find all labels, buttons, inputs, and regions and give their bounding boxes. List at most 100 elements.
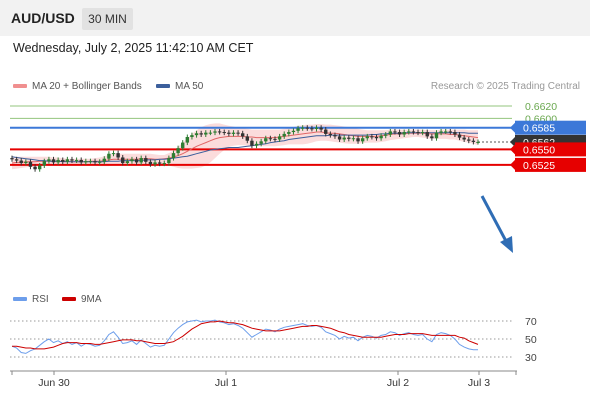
candle-body xyxy=(185,137,190,143)
candle-body xyxy=(434,132,439,139)
level-label-target: 0.6620 xyxy=(525,101,557,113)
level-tag-pointer xyxy=(510,144,515,155)
candle-body xyxy=(56,159,60,163)
candle-body xyxy=(453,132,457,135)
candle-body xyxy=(360,138,365,142)
candle-body xyxy=(130,159,134,162)
candle-body xyxy=(342,137,346,140)
candle-body xyxy=(139,158,143,163)
candle-body xyxy=(51,159,56,163)
candle-body xyxy=(157,162,162,164)
level-label-support: 0.6525 xyxy=(523,160,555,172)
level-label-pivot: 0.6550 xyxy=(523,144,555,156)
candle-body xyxy=(19,160,23,164)
candle-body xyxy=(351,138,356,140)
candle-body xyxy=(88,161,93,163)
candle-body xyxy=(236,132,240,134)
level-tag-pointer xyxy=(510,136,515,147)
candle-body xyxy=(190,135,194,137)
ma50-swatch xyxy=(156,84,170,89)
candle-body xyxy=(264,138,268,142)
candle-body xyxy=(194,133,199,136)
candle-body xyxy=(47,159,51,162)
candle-body xyxy=(65,159,70,162)
candle-body xyxy=(370,136,374,138)
candle-body xyxy=(144,158,148,162)
candle-body xyxy=(240,133,245,137)
candle-body xyxy=(374,137,379,139)
level-tag-pivot xyxy=(515,142,586,157)
candle-body xyxy=(176,148,180,154)
candle-body xyxy=(181,142,185,149)
candle-body xyxy=(439,131,443,133)
candle-body xyxy=(425,132,429,137)
candle-body xyxy=(213,131,217,133)
ma9-legend-label: 9MA xyxy=(81,294,102,305)
candle-body xyxy=(397,132,402,135)
candle-body xyxy=(287,132,291,134)
chart-header: AUD/USD 30 MIN xyxy=(0,0,590,36)
x-tick-label: Jul 1 xyxy=(215,377,237,389)
ma50-legend-label: MA 50 xyxy=(175,81,204,92)
legend-9ma: 9MA xyxy=(62,294,102,305)
candle-body xyxy=(162,163,166,165)
candle-body xyxy=(467,139,471,141)
rsi-swatch xyxy=(13,297,27,302)
candle-body xyxy=(305,127,309,129)
candle-body xyxy=(61,159,65,162)
candle-body xyxy=(231,132,236,134)
candle-body xyxy=(388,131,393,135)
candle-body xyxy=(402,132,406,135)
candle-body xyxy=(277,136,282,140)
candle-body xyxy=(333,135,337,137)
candle-body xyxy=(471,140,476,142)
candle-body xyxy=(33,166,37,170)
candle-body xyxy=(268,138,273,140)
candle-body xyxy=(199,133,203,135)
candle-body xyxy=(319,127,323,130)
x-tick-label: Jul 3 xyxy=(468,377,490,389)
rsi-legend-label: RSI xyxy=(32,294,49,305)
ma20-legend-label: MA 20 + Bollinger Bands xyxy=(32,81,142,92)
candle-body xyxy=(74,159,79,161)
candle-body xyxy=(70,159,74,161)
level-tag-support xyxy=(515,157,586,172)
legend-ma50: MA 50 xyxy=(156,81,203,92)
candle-body xyxy=(42,161,46,166)
timeframe-button[interactable]: 30 MIN xyxy=(82,8,133,30)
candle-body xyxy=(111,153,116,155)
candle-body xyxy=(416,132,420,134)
rsi-line xyxy=(11,319,478,354)
symbol-label: AUD/USD xyxy=(11,10,75,26)
candle-body xyxy=(393,131,397,133)
candle-body xyxy=(79,159,83,163)
rsi-tick-label: 30 xyxy=(525,352,537,364)
candle-body xyxy=(134,159,139,163)
candle-body xyxy=(37,165,42,170)
ma9-swatch xyxy=(62,297,76,302)
candle-body xyxy=(296,128,300,131)
candle-body xyxy=(462,137,466,140)
candle-body xyxy=(337,136,342,140)
candle-body xyxy=(125,161,130,164)
candle-body xyxy=(14,159,19,161)
candle-body xyxy=(10,158,14,160)
candle-body xyxy=(365,136,369,139)
candles-group xyxy=(10,125,480,172)
candle-body xyxy=(121,157,125,164)
rsi-tick-label: 50 xyxy=(525,334,537,346)
candle-body xyxy=(204,132,208,135)
candle-body xyxy=(407,131,411,133)
candle-body xyxy=(171,153,176,159)
x-tick-label: Jul 2 xyxy=(387,377,409,389)
candle-body xyxy=(116,153,120,158)
legend-rsi: RSI xyxy=(13,294,49,305)
candle-body xyxy=(167,158,171,164)
candle-body xyxy=(300,127,305,129)
ma20-swatch xyxy=(13,84,27,89)
candle-body xyxy=(411,131,416,133)
candle-body xyxy=(84,161,88,163)
candle-body xyxy=(430,136,434,139)
forecast-arrow-head xyxy=(500,236,513,253)
